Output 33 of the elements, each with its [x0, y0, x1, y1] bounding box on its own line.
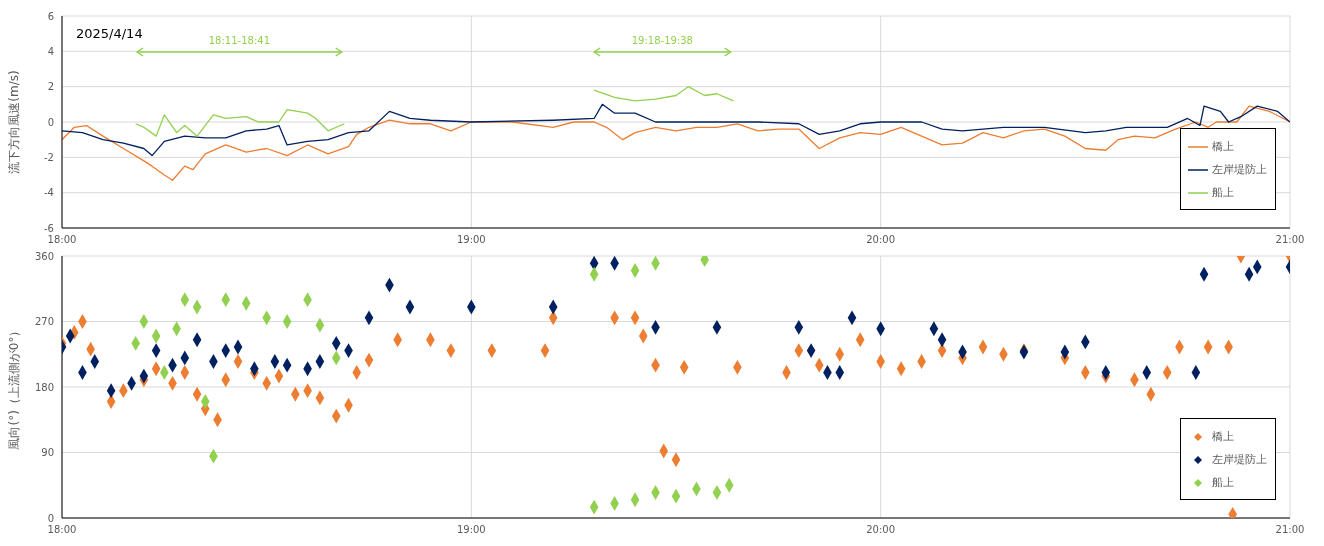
x-tick-label: 20:00	[866, 234, 896, 246]
annotation: 2025/4/14	[76, 26, 143, 41]
y-axis-title: 流下方向風速(m/s)	[7, 70, 22, 174]
y-tick-label: 360	[34, 250, 54, 262]
legend-label: 左岸堤防上	[1212, 162, 1267, 177]
y-tick-label: 180	[34, 381, 54, 393]
line-series	[62, 103, 1290, 157]
y-axis-title: 風向(°)（上流側が0°）	[7, 324, 22, 450]
x-tick-label: 19:00	[456, 524, 486, 536]
x-tick-label: 18:00	[47, 234, 77, 246]
y-tick-label: 90	[41, 447, 54, 459]
x-tick-label: 21:00	[1275, 234, 1305, 246]
annotation: 19:18-19:38	[631, 35, 693, 46]
legend-label: 橋上	[1212, 429, 1234, 444]
y-tick-label: 0	[47, 116, 54, 128]
x-tick-label: 18:00	[47, 524, 77, 536]
y-tick-label: -2	[44, 151, 54, 163]
y-tick-label: 270	[34, 316, 54, 328]
y-tick-label: -4	[44, 187, 54, 199]
x-tick-label: 19:00	[456, 234, 486, 246]
y-tick-label: -6	[44, 222, 54, 234]
x-tick-label: 21:00	[1275, 524, 1305, 536]
y-tick-label: 0	[47, 512, 54, 524]
x-tick-label: 20:00	[866, 524, 896, 536]
legend-label: 橋上	[1212, 139, 1234, 154]
y-tick-label: 2	[47, 81, 54, 93]
y-tick-label: 6	[47, 10, 54, 22]
line-series	[62, 105, 1290, 181]
legend-label: 左岸堤防上	[1212, 452, 1267, 467]
y-tick-label: 4	[47, 45, 54, 57]
legend-label: 船上	[1212, 185, 1234, 200]
legend-label: 船上	[1212, 475, 1234, 490]
annotation: 18:11-18:41	[208, 35, 270, 46]
